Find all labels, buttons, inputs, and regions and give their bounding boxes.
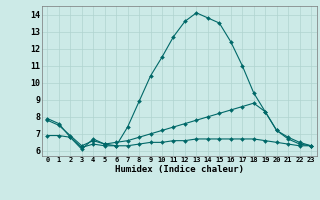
X-axis label: Humidex (Indice chaleur): Humidex (Indice chaleur) [115, 165, 244, 174]
